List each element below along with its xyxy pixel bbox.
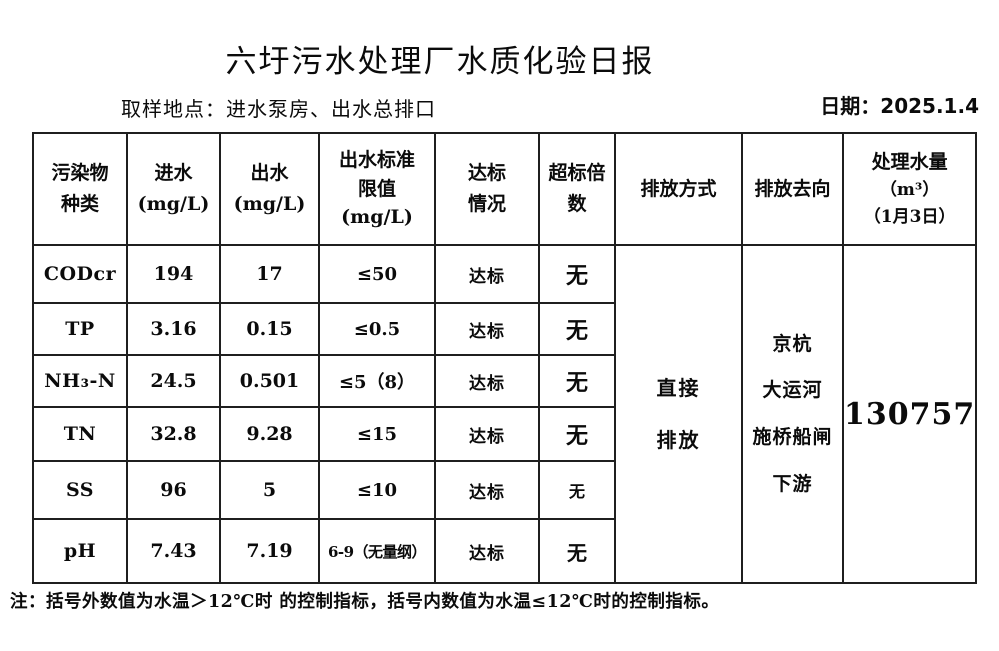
table-row-tp: TP 3.16 0.15 ≤0.5 达标 无 bbox=[32, 302, 976, 356]
effluent-value: 0.501 bbox=[219, 354, 320, 408]
pollutant-name: SS bbox=[32, 460, 128, 520]
pollutant-name: CODcr bbox=[32, 244, 128, 304]
header-effluent: 出水 (mg/L) bbox=[219, 132, 320, 246]
table-row-nh3n: NH₃-N 24.5 0.501 ≤5（8） 达标 无 bbox=[32, 354, 976, 408]
header-influent: 进水 (mg/L) bbox=[126, 132, 221, 246]
influent-value: 24.5 bbox=[126, 354, 221, 408]
influent-value: 3.16 bbox=[126, 302, 221, 356]
volume-header-date: （1月3日） bbox=[863, 206, 956, 227]
status-value: 达标 bbox=[434, 302, 540, 356]
table-row-codcr: CODcr 194 17 ≤50 达标 无 直接 排放 京杭 大运河 施桥船闸 … bbox=[32, 244, 978, 584]
discharge-method-cell: 直接 排放 bbox=[614, 244, 743, 584]
header-treated-volume: 处理水量 （m³） （1月3日） bbox=[841, 132, 978, 246]
limit-value: ≤50 bbox=[318, 244, 436, 304]
treated-volume-cell: 130757 bbox=[841, 244, 978, 584]
exceed-value: 无 bbox=[538, 406, 616, 462]
exceed-value: 无 bbox=[538, 354, 616, 408]
page-title: 六圩污水处理厂水质化验日报 bbox=[225, 44, 655, 80]
limit-value: ≤15 bbox=[318, 406, 436, 462]
limit-value: ≤5（8） bbox=[318, 354, 436, 408]
status-value: 达标 bbox=[434, 518, 540, 584]
effluent-value: 0.15 bbox=[219, 302, 320, 356]
influent-value: 194 bbox=[126, 244, 221, 304]
influent-value: 96 bbox=[126, 460, 221, 520]
header-exceed: 超标倍 数 bbox=[538, 132, 616, 246]
limit-value: ≤10 bbox=[318, 460, 436, 520]
pollutant-name: NH₃-N bbox=[32, 354, 128, 408]
exceed-value: 无 bbox=[538, 302, 616, 356]
footnote: 注：括号外数值为水温＞12℃时 的控制指标，括号内数值为水温≤12℃时的控制指标… bbox=[10, 592, 720, 612]
sampling-point-label: 取样地点：进水泵房、出水总排口 bbox=[121, 97, 436, 121]
header-limit: 出水标准 限值 (mg/L) bbox=[318, 132, 436, 246]
table-header-row: 污染物 种类 进水 (mg/L) 出水 (mg/L) 出水标准 限值 (mg/L… bbox=[32, 132, 978, 246]
report-date: 日期：2025.1.4 bbox=[820, 94, 979, 118]
effluent-value: 5 bbox=[219, 460, 320, 520]
header-discharge-method: 排放方式 bbox=[614, 132, 743, 246]
table-row-ph: pH 7.43 7.19 6-9（无量纲） 达标 无 bbox=[32, 518, 976, 584]
effluent-value: 17 bbox=[219, 244, 320, 304]
volume-header-name: 处理水量 bbox=[871, 150, 948, 173]
status-value: 达标 bbox=[434, 460, 540, 520]
header-pollutant: 污染物 种类 bbox=[32, 132, 128, 246]
effluent-value: 9.28 bbox=[219, 406, 320, 462]
discharge-destination-cell: 京杭 大运河 施桥船闸 下游 bbox=[741, 244, 844, 584]
table-row-ss: SS 96 5 ≤10 达标 无 bbox=[32, 460, 976, 520]
header-discharge-destination: 排放去向 bbox=[741, 132, 844, 246]
exceed-value: 无 bbox=[538, 460, 616, 520]
pollutant-name: TN bbox=[32, 406, 128, 462]
header-status: 达标 情况 bbox=[434, 132, 540, 246]
volume-header-unit: （m³） bbox=[879, 180, 940, 201]
pollutant-name: TP bbox=[32, 302, 128, 356]
status-value: 达标 bbox=[434, 406, 540, 462]
limit-value: ≤0.5 bbox=[318, 302, 436, 356]
water-quality-table: 污染物 种类 进水 (mg/L) 出水 (mg/L) 出水标准 限值 (mg/L… bbox=[32, 132, 978, 584]
exceed-value: 无 bbox=[538, 244, 616, 304]
pollutant-name: pH bbox=[32, 518, 128, 584]
influent-value: 7.43 bbox=[126, 518, 221, 584]
exceed-value: 无 bbox=[538, 518, 616, 584]
effluent-value: 7.19 bbox=[219, 518, 320, 584]
status-value: 达标 bbox=[434, 354, 540, 408]
influent-value: 32.8 bbox=[126, 406, 221, 462]
status-value: 达标 bbox=[434, 244, 540, 304]
limit-value: 6-9（无量纲） bbox=[318, 518, 436, 584]
table-row-tn: TN 32.8 9.28 ≤15 达标 无 bbox=[32, 406, 976, 462]
